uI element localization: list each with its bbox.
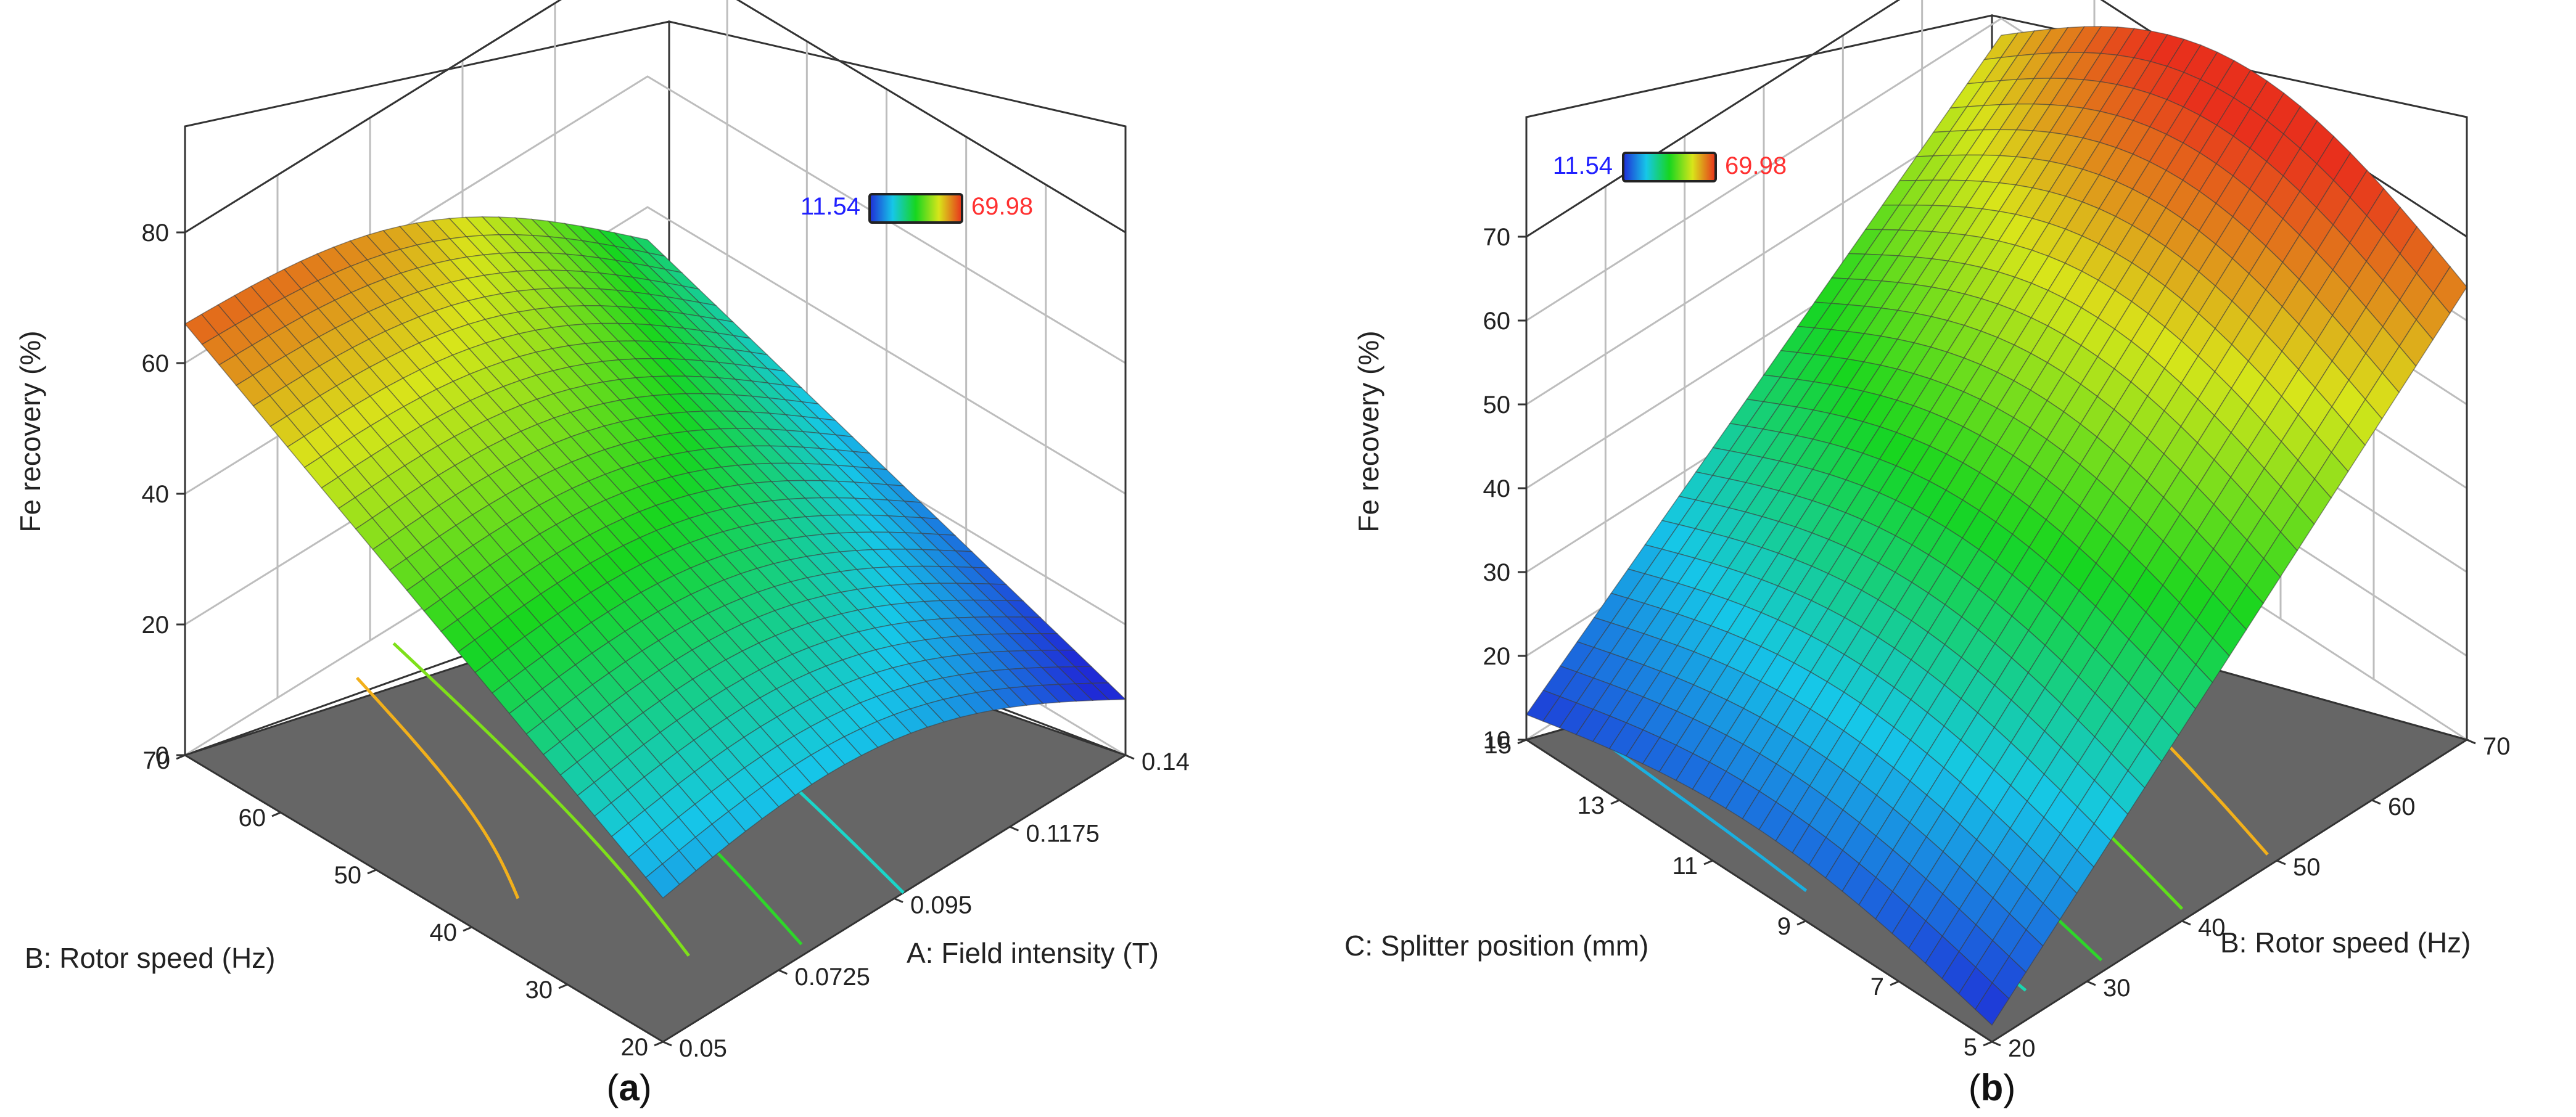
a-u-tick-label: 0.14 <box>1142 748 1190 775</box>
a-v-tickmark <box>463 926 472 932</box>
a-v-tick-label: 30 <box>525 976 553 1004</box>
a-contour-line <box>355 676 520 899</box>
panel-b-surface <box>1525 26 2467 1026</box>
b-z-tick-label: 60 <box>1483 308 1511 335</box>
b-v-tick-label: 9 <box>1777 913 1791 940</box>
a-v-tickmark <box>271 811 281 817</box>
a-u-tickmark <box>778 969 788 975</box>
panel-b-chart: 10 20 30 40 50 60 70 15 13 11 9 7 5 70 60 50 40 30 20 11.5… <box>1344 0 2511 1108</box>
panel-b-legend-colorbar <box>1622 152 1717 182</box>
a-u-tick-label: 0.1175 <box>1026 820 1100 847</box>
b-z-tick-label: 20 <box>1483 643 1511 670</box>
b-u-tickmark <box>2086 980 2096 986</box>
b-v-tickmark <box>1610 799 1620 805</box>
a-z-tick-label: 40 <box>142 481 170 508</box>
a-contour-line <box>392 642 690 957</box>
panel-a-surface <box>184 216 1127 899</box>
b-v-tickmark <box>1890 980 1899 986</box>
b-z-tick-label: 40 <box>1483 475 1511 502</box>
b-v-tick-label: 7 <box>1870 973 1884 1000</box>
panel-b-y-axis-title: C: Splitter position (mm) <box>1344 930 1648 962</box>
panel-b-z-axis-title: Fe recovery (%) <box>1352 330 1385 532</box>
a-z-tick-label: 0 <box>155 742 169 769</box>
b-u-tick-label: 30 <box>2103 975 2131 1002</box>
b-u-tick-label: 40 <box>2198 914 2226 941</box>
b-v-tickmark <box>1983 1041 1993 1047</box>
b-v-tickmark <box>1703 859 1713 865</box>
panel-b-legend-min: 11.54 <box>1553 152 1613 179</box>
panel-a-chart: 0 20 40 60 80 70 60 50 40 30 20 0.14 0.1175 0.095 0.07… <box>14 0 1190 1108</box>
a-u-tickmark <box>1125 754 1135 760</box>
a-v-tick-label: 50 <box>334 862 362 889</box>
a-top-edge <box>184 0 1126 234</box>
b-u-tickmark <box>2276 859 2286 865</box>
a-v-tickmark <box>176 754 186 760</box>
panel-a-z-axis-title: Fe recovery (%) <box>14 330 46 532</box>
a-u-tick-label: 0.0725 <box>795 964 870 991</box>
b-z-tick-label: 70 <box>1483 224 1511 251</box>
panel-a-label: (a) <box>606 1067 651 1108</box>
a-v-tick-label: 20 <box>621 1034 649 1061</box>
a-z-tick-label: 60 <box>142 350 170 377</box>
a-u-tickmark <box>1009 825 1019 832</box>
a-u-tickmark <box>894 898 903 903</box>
b-v-tick-label: 5 <box>1964 1034 1977 1061</box>
b-v-tick-label: 11 <box>1672 853 1698 880</box>
panel-a-legend-colorbar <box>868 193 963 224</box>
b-contour-line <box>1586 729 1808 892</box>
b-u-tickmark <box>2371 799 2381 805</box>
a-v-tickmark <box>558 983 568 989</box>
panel-b-legend-max: 69.98 <box>1725 152 1787 179</box>
a-z-tick-label: 80 <box>142 219 170 247</box>
b-surface-cell <box>1975 982 2010 1026</box>
panel-b-x-axis-title: B: Rotor speed (Hz) <box>2220 927 2471 959</box>
a-u-tick-label: 0.095 <box>910 892 972 919</box>
a-u-tick-label: 0.05 <box>679 1035 727 1062</box>
b-v-tickmark <box>1517 739 1527 745</box>
panel-a-legend-max: 69.98 <box>971 193 1033 220</box>
panel-a-y-axis-title: B: Rotor speed (Hz) <box>25 942 275 974</box>
a-z-tick-label: 20 <box>142 612 170 639</box>
a-u-tickmark <box>662 1041 672 1047</box>
b-u-tick-label: 60 <box>2388 793 2416 820</box>
b-u-tick-label: 50 <box>2293 854 2321 881</box>
b-v-tick-label: 15 <box>1484 732 1512 759</box>
a-surface-cell <box>645 863 680 899</box>
a-v-tick-label: 60 <box>239 804 266 832</box>
a-v-tickmark <box>654 1041 664 1047</box>
b-z-tick-label: 30 <box>1483 559 1511 586</box>
b-u-tickmark <box>1991 1041 2001 1047</box>
panel-a-x-axis-title: A: Field intensity (T) <box>907 937 1159 969</box>
a-v-tick-label: 70 <box>143 747 171 774</box>
panel-a-legend-min: 11.54 <box>800 193 860 220</box>
b-z-tick-label: 50 <box>1483 391 1511 419</box>
b-v-tick-label: 13 <box>1578 792 1605 819</box>
b-u-tickmark <box>2466 739 2476 745</box>
b-u-tick-label: 70 <box>2483 733 2511 760</box>
b-z-tick-label: 10 <box>1483 727 1511 754</box>
b-v-tickmark <box>1796 920 1806 926</box>
panel-b-label: (b) <box>1969 1067 2016 1108</box>
b-u-tick-label: 20 <box>2008 1035 2036 1062</box>
b-u-tickmark <box>2181 920 2191 926</box>
a-v-tickmark <box>367 869 377 875</box>
a-v-tick-label: 40 <box>430 919 458 946</box>
